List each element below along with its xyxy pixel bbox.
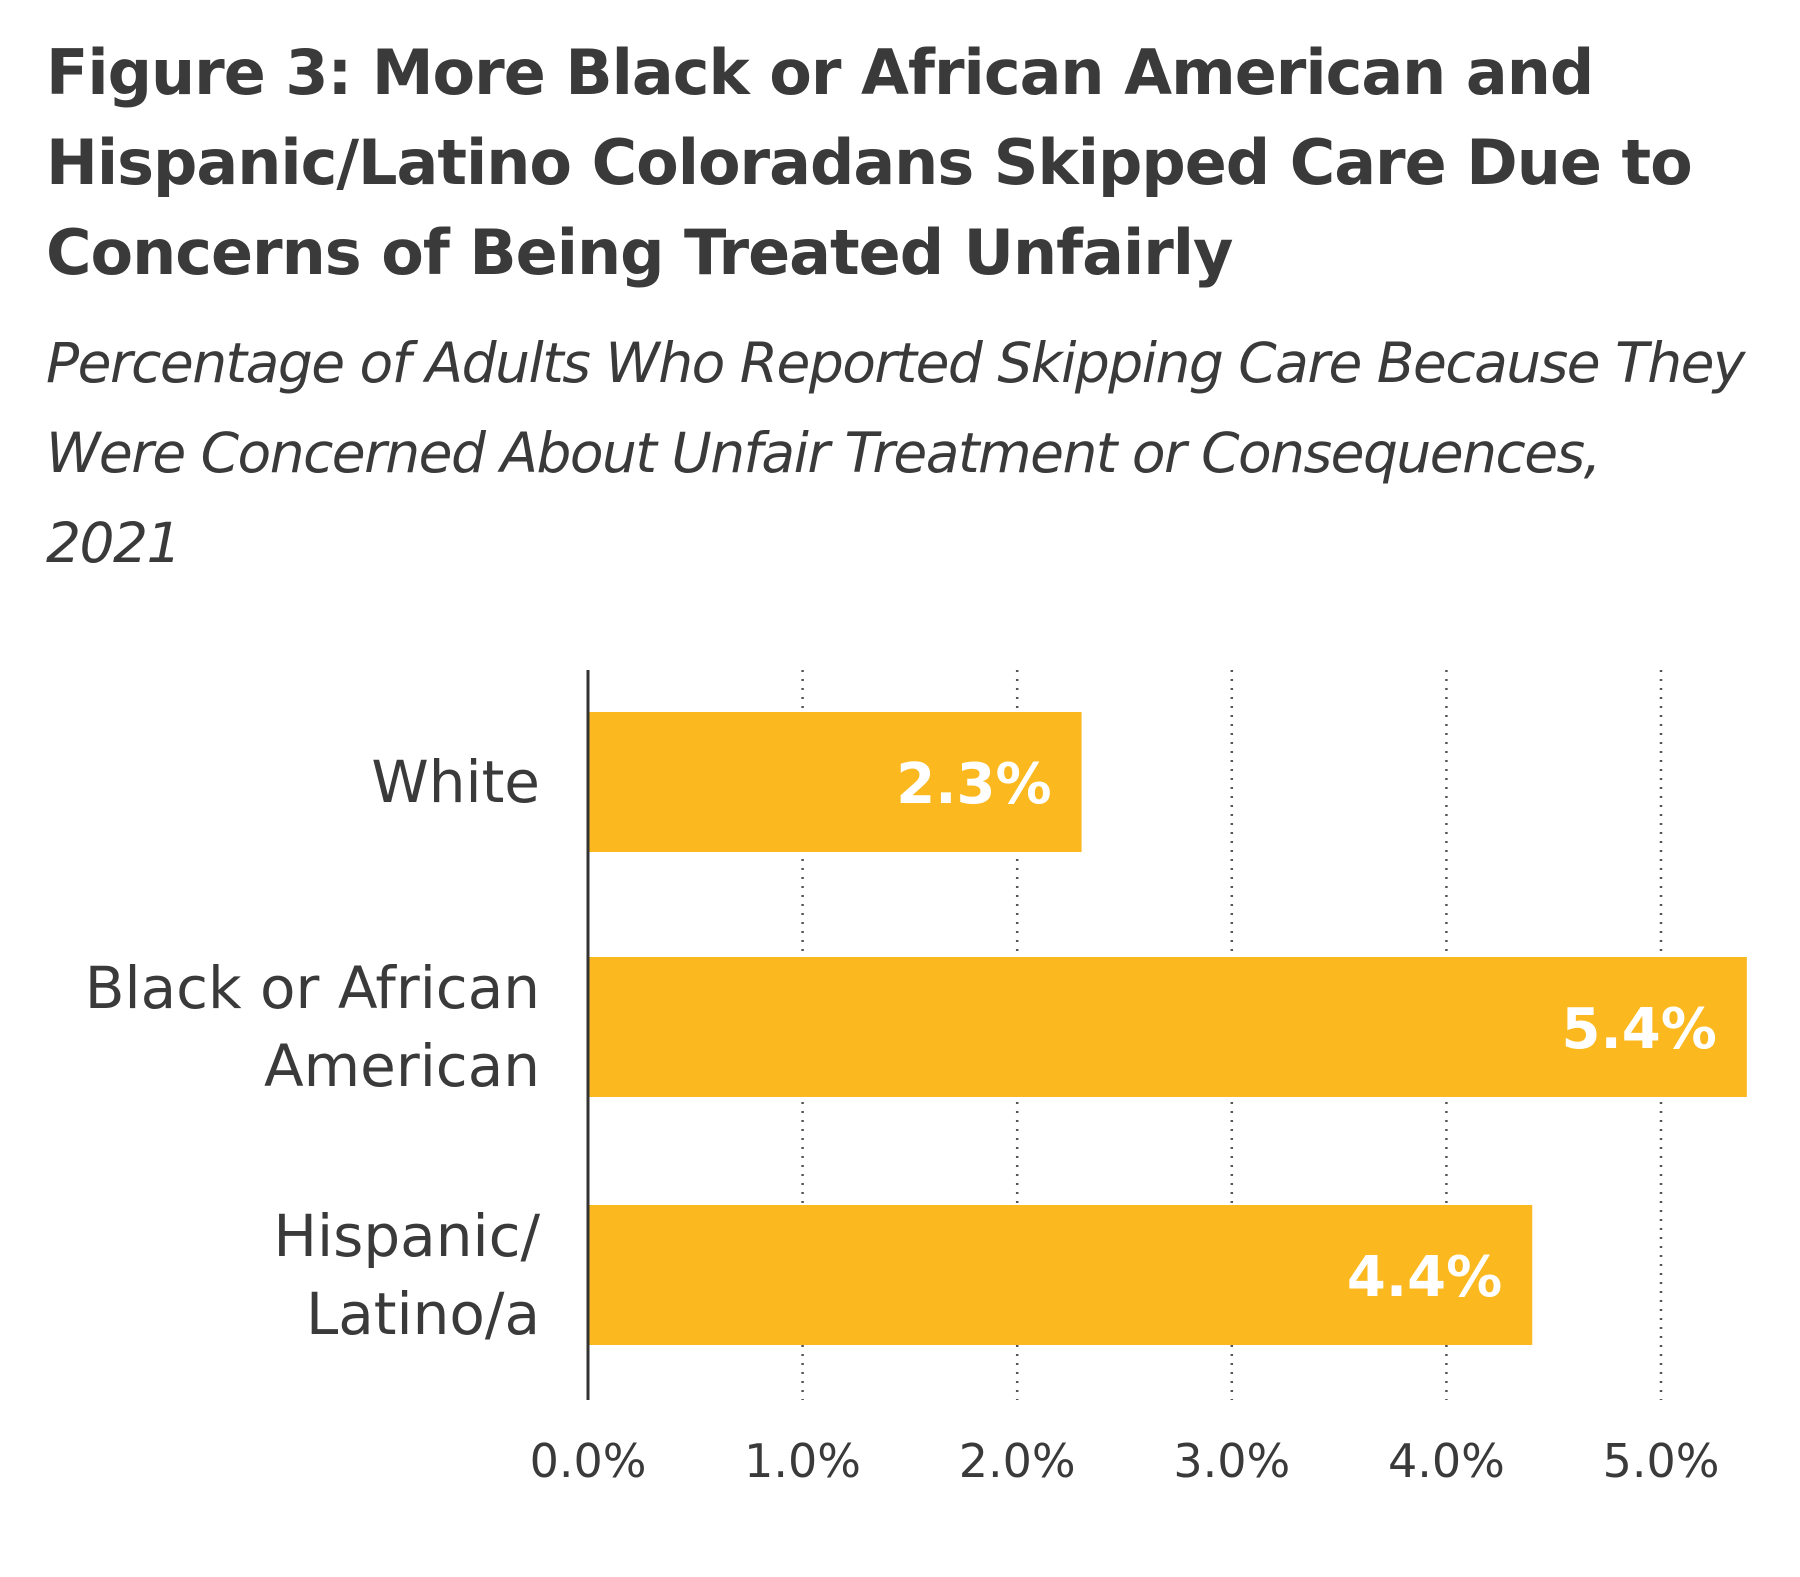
x-tick-label-1: 1.0% [744, 1434, 861, 1488]
x-tick-label-0: 0.0% [530, 1434, 647, 1488]
chart-subtitle: Percentage of Adults Who Reported Skippi… [46, 331, 1745, 575]
x-tick-label-5: 5.0% [1603, 1434, 1720, 1488]
bar-2 [588, 1205, 1533, 1345]
category-label-2: Hispanic/Latino/a [273, 1202, 540, 1348]
bar-0 [588, 712, 1082, 852]
chart-title: Figure 3: More Black or African American… [46, 36, 1693, 289]
x-tick-label-3: 3.0% [1173, 1434, 1290, 1488]
value-label-1: 5.4% [1562, 997, 1717, 1062]
value-label-0: 2.3% [896, 752, 1051, 817]
category-label-1: Black or African American [85, 954, 540, 1100]
category-label-0: White [371, 748, 540, 816]
value-label-2: 4.4% [1347, 1245, 1502, 1310]
x-tick-label-4: 4.0% [1388, 1434, 1505, 1488]
bar-1 [588, 957, 1747, 1097]
x-tick-label-2: 2.0% [959, 1434, 1076, 1488]
